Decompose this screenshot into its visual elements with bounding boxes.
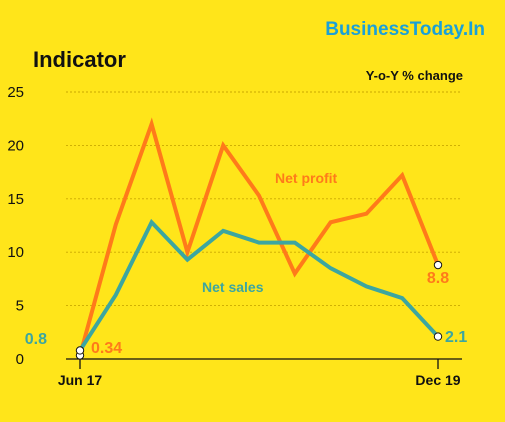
data-label: 0.34: [91, 340, 122, 357]
data-point-marker: [433, 260, 443, 270]
data-point-marker: [433, 332, 443, 341]
label-layer: Net profit 0.34 8.8 Net sales 0.8 2.1: [25, 170, 467, 360]
chart-title: Indicator: [33, 47, 126, 72]
y-tick-label: 20: [7, 137, 24, 154]
y-tick-label: 10: [7, 244, 24, 261]
series-label: Net profit: [275, 170, 338, 186]
series-label: Net sales: [202, 279, 264, 295]
x-axis: Jun 17 Dec 19: [58, 358, 462, 388]
data-label: 0.8: [25, 331, 47, 348]
series-layer: [78, 117, 440, 358]
y-tick-label: 0: [16, 351, 24, 368]
brand-logo-text: BusinessToday.In: [325, 19, 485, 40]
series-line-net-sales: [78, 218, 440, 353]
x-tick-label: Jun 17: [58, 372, 103, 388]
data-label: 8.8: [427, 270, 449, 287]
data-label: 2.1: [445, 329, 467, 346]
grid-layer: [66, 91, 462, 307]
x-tick-label: Dec 19: [415, 372, 460, 388]
y-axis-label: Y-o-Y % change: [366, 68, 463, 83]
data-point-marker: [75, 346, 85, 355]
y-tick-labels: 0 5 10 15 20 25: [7, 84, 24, 368]
y-tick-label: 15: [7, 191, 24, 208]
series-line-net-profit: [78, 117, 440, 358]
y-tick-label: 5: [16, 298, 24, 315]
y-tick-label: 25: [7, 84, 24, 101]
